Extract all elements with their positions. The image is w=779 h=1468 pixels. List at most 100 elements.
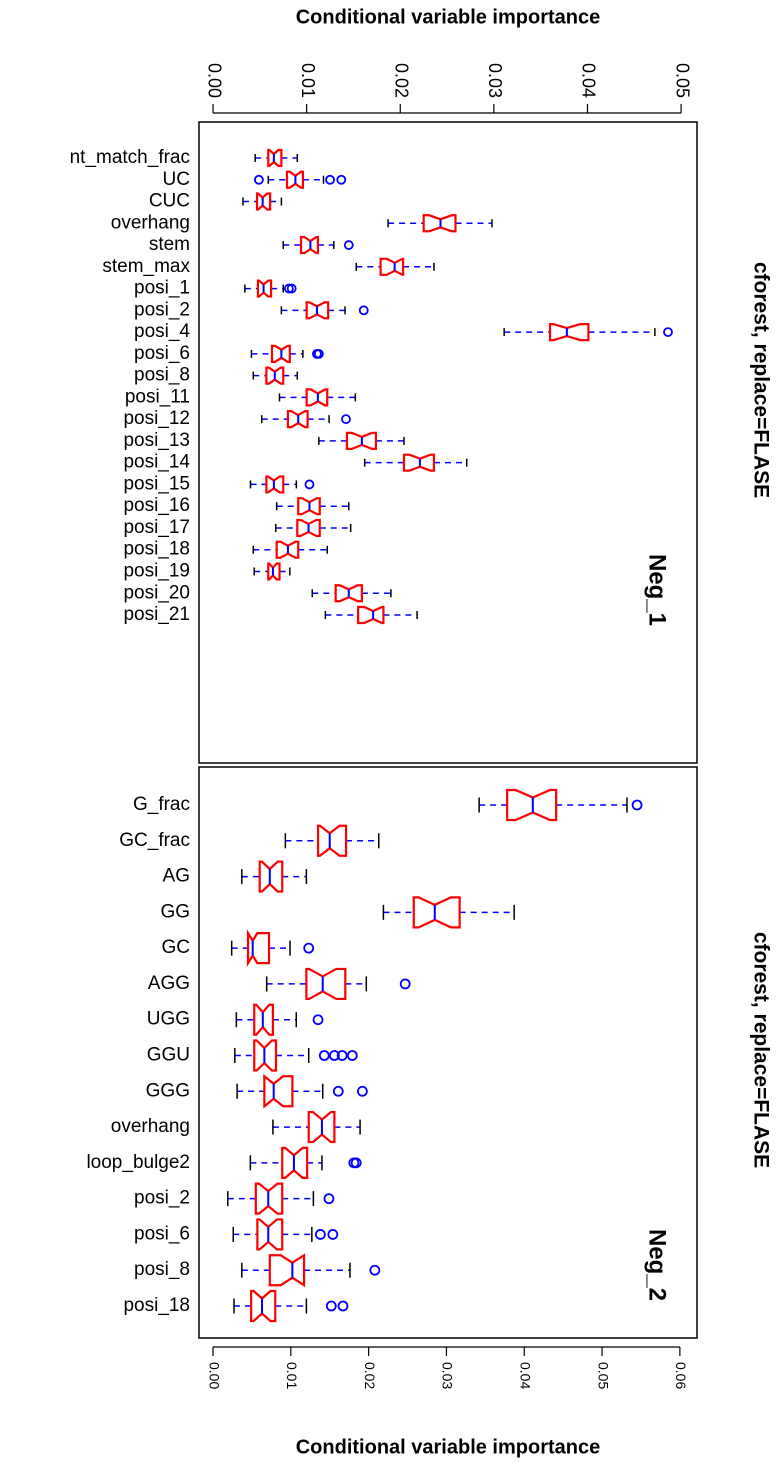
- category-label: GGU: [147, 1045, 190, 1066]
- box: [548, 322, 590, 342]
- outlier: [303, 942, 315, 954]
- outlier: [336, 174, 347, 185]
- category-label: stem_max: [102, 256, 190, 277]
- box: [402, 453, 436, 472]
- box: [357, 605, 385, 625]
- outlier: [346, 1050, 358, 1061]
- category-label: posi_13: [123, 430, 190, 451]
- category-label: posi_8: [134, 1259, 190, 1280]
- x-tick-label: 0.06: [673, 1362, 689, 1389]
- category-label: posi_6: [134, 343, 190, 364]
- x-tick-label: 0.05: [672, 63, 692, 98]
- box: [263, 1073, 294, 1109]
- outlier: [323, 1193, 335, 1205]
- category-label: loop_bulge2: [86, 1152, 190, 1173]
- x-tick-label: 0.00: [204, 63, 224, 98]
- box: [253, 1003, 275, 1036]
- category-label: overhang: [111, 212, 190, 233]
- category-label: UC: [163, 169, 190, 190]
- outlier: [314, 1229, 326, 1240]
- outlier: [325, 174, 335, 185]
- category-label: G_frac: [133, 794, 190, 815]
- x-axis-title: Conditional variable importance: [296, 1436, 601, 1458]
- category-label: CUC: [149, 191, 190, 212]
- box: [255, 192, 272, 211]
- category-label: posi_1: [134, 278, 190, 299]
- x-tick-label: 0.01: [284, 1362, 300, 1389]
- side-title: cforest, replace=FLASE: [749, 262, 772, 498]
- category-label: stem: [149, 234, 190, 255]
- category-label: posi_4: [134, 321, 190, 342]
- box: [270, 344, 291, 363]
- box: [305, 388, 329, 407]
- category-label: GC_frac: [119, 830, 190, 851]
- box: [334, 584, 363, 603]
- outlier: [631, 799, 643, 811]
- category-label: posi_20: [123, 582, 190, 603]
- box: [345, 431, 378, 451]
- x-tick-label: 0.02: [392, 63, 412, 98]
- outlier: [350, 1157, 362, 1169]
- category-label: posi_12: [123, 408, 190, 429]
- box: [286, 410, 309, 429]
- box: [299, 235, 319, 255]
- panel-label: Neg_1: [644, 554, 671, 626]
- x-tick-label: 0.02: [362, 1362, 378, 1389]
- outlier: [663, 327, 673, 337]
- outlier: [312, 1014, 324, 1026]
- x-tick-label: 0.04: [518, 1362, 534, 1389]
- box: [296, 518, 321, 538]
- box: [254, 1182, 284, 1215]
- outlier: [336, 1050, 348, 1061]
- outlier: [304, 479, 315, 490]
- category-label: nt_match_frac: [70, 147, 190, 168]
- x-tick-label: 0.04: [579, 63, 599, 98]
- box: [246, 929, 271, 967]
- box: [256, 1218, 284, 1251]
- category-label: posi_18: [123, 1295, 190, 1316]
- category-label: GGG: [146, 1080, 190, 1101]
- box: [267, 148, 283, 168]
- box: [256, 279, 273, 298]
- outlier: [328, 1050, 340, 1061]
- category-label: posi_19: [123, 560, 190, 581]
- outlier: [343, 240, 354, 250]
- outlier: [286, 283, 297, 294]
- box: [267, 562, 281, 581]
- box: [305, 301, 330, 320]
- outlier: [318, 1050, 330, 1061]
- box: [281, 1146, 309, 1179]
- side-title: cforest, replace=FLASE: [749, 932, 772, 1168]
- box: [305, 967, 347, 1001]
- box: [379, 257, 405, 276]
- category-label: UGG: [147, 1009, 190, 1030]
- category-label: posi_16: [123, 495, 190, 516]
- box: [253, 1039, 278, 1072]
- outlier: [332, 1085, 344, 1097]
- box: [316, 824, 348, 857]
- x-tick-label: 0.03: [485, 63, 505, 98]
- box: [307, 1110, 336, 1144]
- outlier: [313, 348, 324, 359]
- box: [265, 366, 285, 385]
- x-tick-label: 0.05: [595, 1362, 611, 1389]
- category-label: posi_21: [123, 604, 190, 625]
- outlier: [337, 1300, 349, 1312]
- x-tick-label: 0.03: [440, 1362, 456, 1389]
- category-label: AGG: [148, 973, 190, 994]
- outlier: [399, 978, 411, 990]
- category-label: GG: [160, 901, 190, 922]
- box: [285, 170, 305, 189]
- category-label: posi_14: [123, 452, 190, 473]
- category-label: posi_2: [134, 1188, 190, 1209]
- category-label: posi_17: [123, 517, 190, 538]
- category-label: posi_6: [134, 1223, 190, 1244]
- outlier: [369, 1264, 381, 1276]
- plot-frame: [198, 766, 698, 1339]
- category-label: posi_18: [123, 539, 190, 560]
- outlier: [325, 1300, 337, 1312]
- category-label: GC: [162, 937, 191, 958]
- category-label: AG: [163, 866, 190, 887]
- category-label: overhang: [111, 1116, 190, 1137]
